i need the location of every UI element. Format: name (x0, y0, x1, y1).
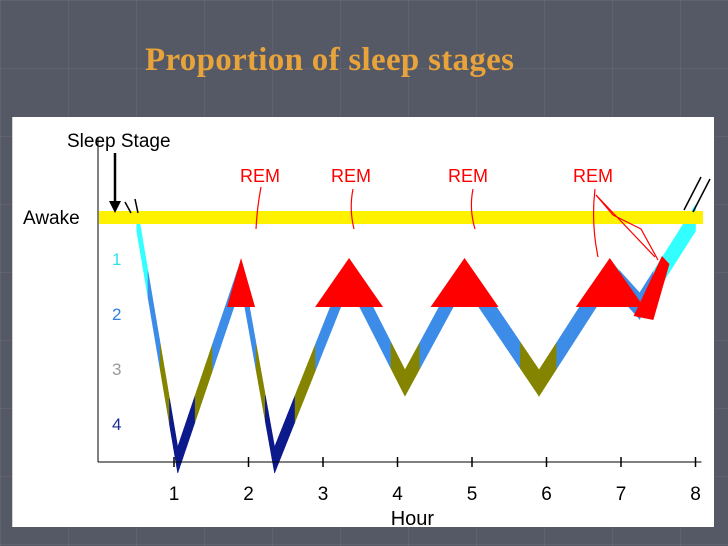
y-level-label: 3 (112, 360, 121, 379)
rem-pointer (592, 188, 599, 258)
axes (97, 137, 711, 467)
rem-cap (633, 256, 670, 320)
rem-label: REM (331, 166, 371, 186)
sleep-bands (136, 203, 696, 474)
x-tick-label: 4 (392, 484, 403, 505)
rem-label: REM (573, 166, 613, 186)
y-level-label: 2 (112, 305, 121, 324)
x-tick-label: 7 (616, 484, 627, 505)
y-axis-label: Sleep Stage (67, 131, 171, 152)
rem-label: REM (240, 166, 280, 186)
end-tick (683, 176, 702, 211)
rem-pointer (470, 188, 476, 230)
rem-pointer (350, 188, 355, 230)
axis-labels: 1 2 3 4 5 6 7 8 Hour Sleep Stage Awake 1 2 3 4 (23, 131, 701, 527)
rem-cap (227, 258, 256, 307)
rem-cap (430, 258, 499, 307)
rem-cap (315, 258, 384, 307)
y-level-label: Awake (23, 208, 80, 229)
awake-line (99, 211, 703, 224)
x-tick-label: 5 (467, 484, 478, 505)
chart-frame: 1 2 3 4 5 6 7 8 Hour Sleep Stage Awake 1 2 3 4 REM REM R… (12, 117, 714, 527)
end-tick (692, 178, 711, 213)
x-tick-label: 2 (243, 484, 254, 505)
rem-pointer (595, 194, 659, 261)
rem-annotations: REM REM REM REM (240, 166, 659, 261)
x-axis-label: Hour (391, 508, 435, 527)
slide-title: Proportion of sleep stages (145, 42, 515, 78)
x-tick-label: 3 (318, 484, 329, 505)
x-tick-label: 6 (541, 484, 552, 505)
rem-label: REM (448, 166, 488, 186)
rem-pointer (255, 186, 262, 230)
down-arrow-head (109, 201, 121, 213)
rem-pointer (595, 194, 656, 258)
rem-cap (575, 258, 644, 307)
start-tick (134, 198, 139, 214)
y-level-label: 4 (112, 415, 121, 434)
x-tick-label: 8 (690, 484, 701, 505)
x-tick-label: 1 (169, 484, 180, 505)
y-level-label: 1 (112, 250, 121, 269)
start-tick (124, 201, 132, 214)
